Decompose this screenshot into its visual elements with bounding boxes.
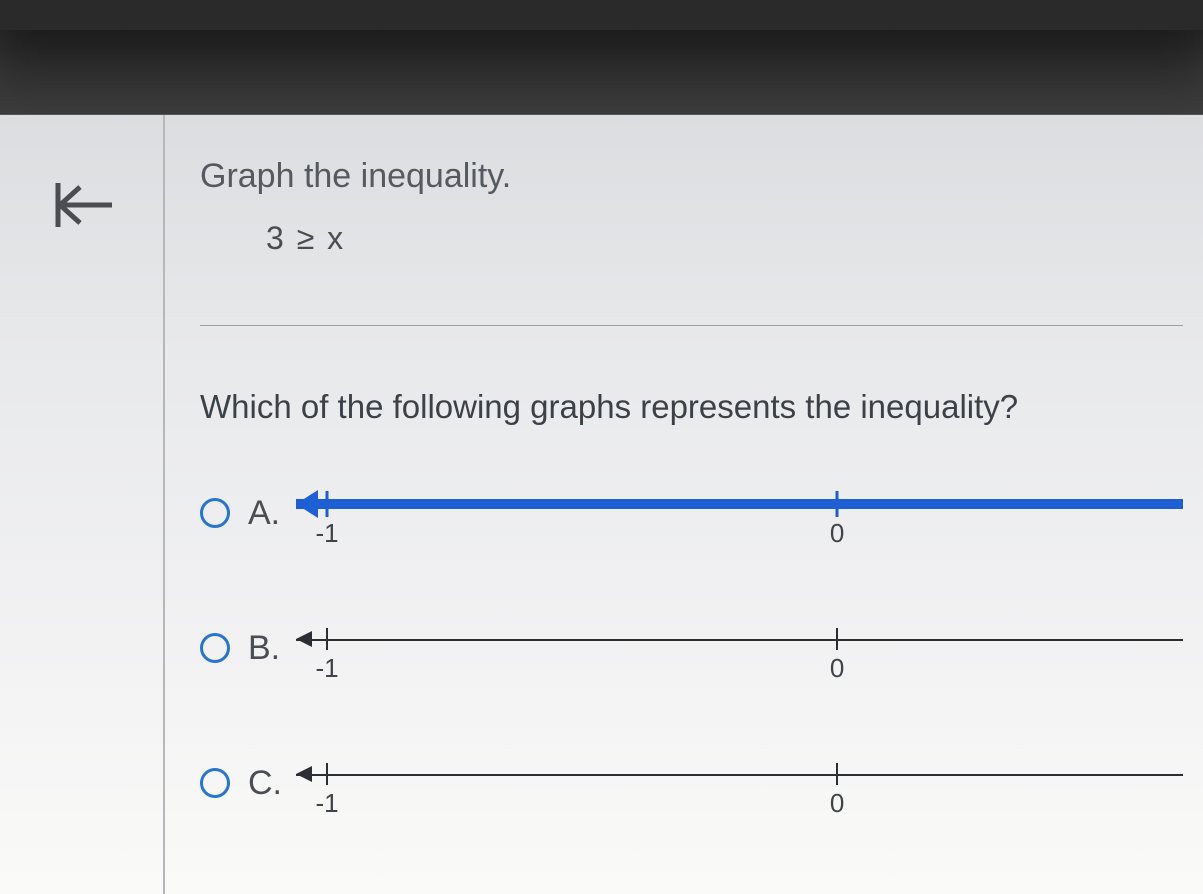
inequality-expression: 3 ≥ x: [266, 220, 1183, 257]
back-arrow-icon[interactable]: [46, 175, 118, 245]
tick-label-neg1: -1: [315, 518, 338, 549]
tick-label-0: 0: [830, 788, 844, 819]
blue-arrow-left-icon: [296, 490, 318, 518]
radio-c[interactable]: [200, 768, 230, 798]
option-b-label: B.: [248, 629, 296, 668]
top-dark-bar: [0, 30, 1203, 115]
blue-fill-line: [296, 499, 1183, 509]
tick-0: [836, 763, 838, 785]
tick-neg1: [326, 491, 329, 517]
axis-arrow-left-icon: [296, 631, 312, 647]
option-b-row[interactable]: B. -1 0: [200, 623, 1183, 673]
axis-line: [296, 639, 1183, 641]
numberline-c: -1 0: [296, 758, 1183, 808]
tick-0: [836, 628, 838, 650]
tick-label-neg1: -1: [315, 653, 338, 684]
content-area: Graph the inequality. 3 ≥ x Which of the…: [0, 115, 1203, 894]
axis-line: [296, 774, 1183, 776]
partial-header: [0, 0, 1203, 30]
option-a-label: A.: [248, 494, 296, 533]
left-panel: [0, 115, 165, 894]
radio-a[interactable]: [200, 498, 230, 528]
main-panel: Graph the inequality. 3 ≥ x Which of the…: [165, 115, 1203, 894]
tick-0: [836, 491, 839, 517]
tick-neg1: [326, 763, 328, 785]
option-a-row[interactable]: A. -1 0: [200, 488, 1183, 538]
tick-label-0: 0: [830, 653, 844, 684]
tick-neg1: [326, 628, 328, 650]
instruction-text: Graph the inequality.: [200, 157, 1183, 196]
option-c-label: C.: [248, 764, 296, 803]
divider: [200, 325, 1183, 326]
numberline-b: -1 0: [296, 623, 1183, 673]
option-c-row[interactable]: C. -1 0: [200, 758, 1183, 808]
radio-b[interactable]: [200, 633, 230, 663]
numberline-a: -1 0: [296, 488, 1183, 538]
axis-arrow-left-icon: [296, 766, 312, 782]
question-text: Which of the following graphs represents…: [200, 388, 1183, 426]
options-list: A. -1 0 B.: [200, 488, 1183, 808]
tick-label-0: 0: [830, 518, 844, 549]
tick-label-neg1: -1: [315, 788, 338, 819]
